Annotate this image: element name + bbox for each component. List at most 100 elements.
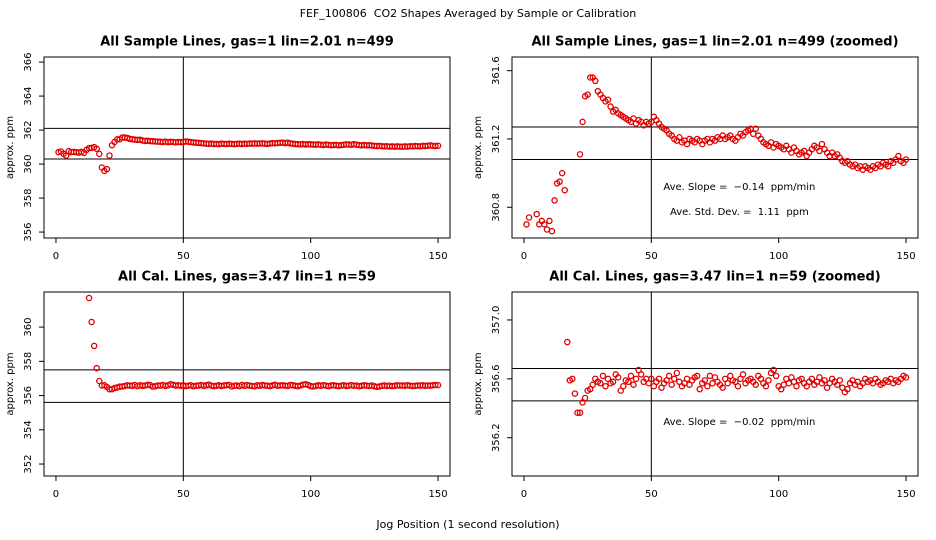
point [818, 140, 826, 148]
y-tick-label: 352 [23, 454, 34, 473]
x-axis-label: Jog Position (1 second resolution) [375, 518, 559, 531]
point [632, 375, 640, 383]
point [668, 381, 675, 388]
y-tick-label: 360.8 [491, 193, 502, 222]
annotation: Ave. Std. Dev. = 1.11 ppm [670, 207, 809, 218]
point [752, 125, 760, 132]
point [571, 390, 579, 397]
panel: All Cal. Lines, gas=3.47 lin=1 n=59 (zoo… [473, 229, 919, 500]
point [548, 227, 556, 235]
point [88, 318, 95, 326]
y-tick-label: 358 [23, 352, 34, 371]
point [602, 382, 609, 390]
x-tick-label: 50 [645, 251, 658, 262]
point [597, 380, 604, 387]
x-tick-label: 0 [53, 251, 59, 262]
point [609, 378, 617, 386]
x-tick-label: 150 [896, 251, 915, 262]
point [655, 375, 663, 383]
point [575, 256, 580, 261]
point [533, 210, 540, 218]
point [565, 239, 570, 244]
point [844, 385, 851, 393]
panel-title: All Cal. Lines, gas=3.47 lin=1 n=59 (zoo… [549, 270, 880, 285]
point [793, 382, 800, 390]
point [525, 214, 533, 221]
plot-frame [511, 291, 919, 477]
point [576, 409, 584, 416]
point [570, 410, 575, 415]
point [734, 382, 742, 390]
point [564, 338, 571, 346]
point [648, 375, 655, 383]
y-axis-label: approx. ppm [5, 116, 16, 179]
point [569, 375, 576, 383]
point [902, 374, 910, 381]
y-axis-label: approx. ppm [473, 352, 484, 415]
point [93, 364, 100, 372]
point [719, 384, 726, 391]
point [670, 375, 678, 383]
point [579, 118, 586, 126]
y-axis-label: approx. ppm [5, 352, 16, 415]
point [676, 134, 683, 141]
y-tick-label: 360 [23, 318, 34, 337]
point [106, 152, 113, 159]
point [581, 394, 589, 402]
x-tick-label: 100 [769, 489, 788, 500]
point [821, 377, 828, 384]
annotation: Ave. Slope = −0.02 ppm/min [663, 417, 815, 428]
y-tick-label: 356.6 [491, 365, 502, 394]
x-tick-label: 50 [177, 251, 190, 262]
x-tick-label: 0 [521, 489, 527, 500]
plot-area [512, 57, 918, 415]
plot-frame [511, 56, 919, 239]
point [529, 239, 534, 244]
point [551, 197, 558, 204]
point [592, 77, 599, 85]
point [558, 169, 566, 177]
point [93, 145, 100, 153]
point [96, 150, 103, 158]
plot-area [44, 57, 450, 238]
x-tick-label: 100 [301, 251, 320, 262]
point [432, 381, 439, 389]
point [589, 381, 596, 388]
point [696, 385, 703, 393]
point [765, 377, 772, 384]
point [785, 380, 793, 387]
point [772, 372, 780, 380]
point [85, 294, 93, 302]
point [683, 375, 691, 383]
point [434, 142, 442, 149]
point [895, 152, 902, 160]
point [884, 163, 892, 170]
plot-frame [43, 56, 451, 239]
point [586, 74, 594, 81]
point [576, 151, 584, 158]
x-tick-label: 50 [645, 489, 658, 500]
figure-title: FEF_100806 CO2 Shapes Averaged by Sample… [300, 7, 637, 20]
point [562, 229, 567, 234]
point [607, 103, 614, 110]
point [90, 342, 98, 350]
point [836, 377, 844, 384]
point [902, 156, 910, 163]
point [739, 371, 747, 378]
y-tick-label: 362 [23, 121, 34, 140]
point [704, 382, 711, 390]
point [614, 374, 622, 381]
x-tick-label: 0 [521, 251, 527, 262]
plot-frame [43, 291, 451, 477]
point [770, 366, 777, 374]
point [637, 371, 645, 378]
panel-title: All Sample Lines, gas=1 lin=2.01 n=499 (… [531, 35, 898, 50]
x-tick-label: 0 [53, 489, 59, 500]
point [701, 377, 709, 384]
point [683, 140, 691, 148]
point [780, 381, 788, 388]
plot-area [512, 229, 918, 476]
point [543, 226, 551, 233]
x-tick-label: 150 [896, 489, 915, 500]
